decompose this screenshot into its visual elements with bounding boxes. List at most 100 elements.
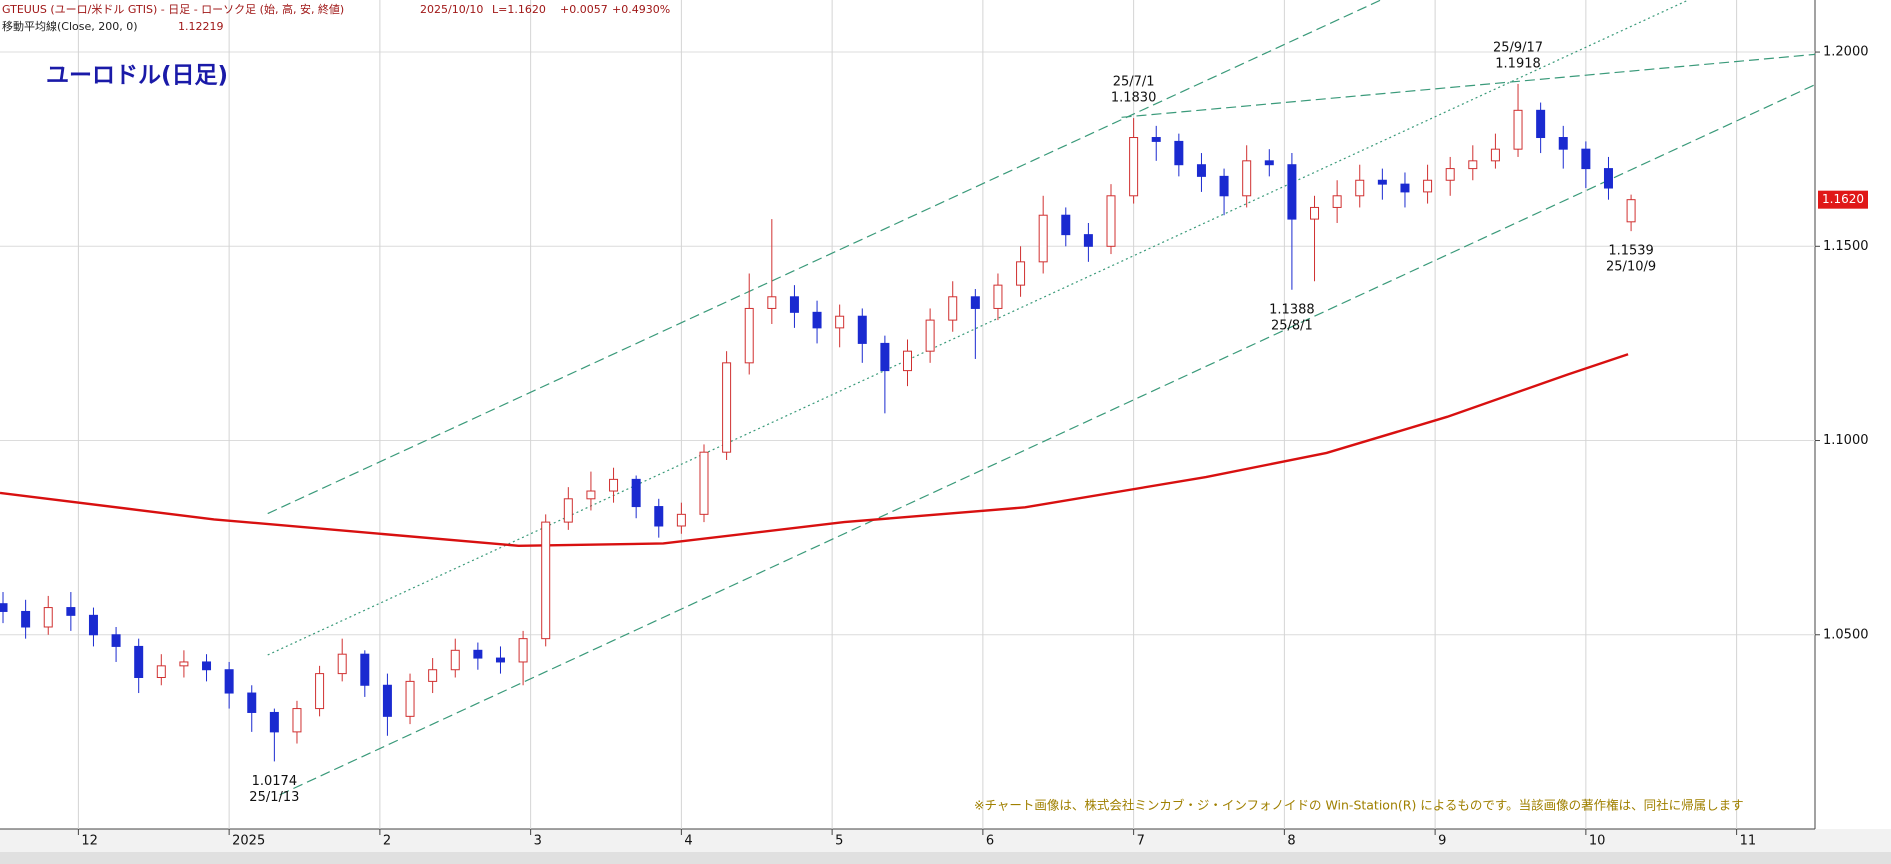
header-symbol: GTEUUS (ユーロ/米ドル GTIS) - 日足 - ローソク足 (始, 高… bbox=[2, 2, 344, 16]
x-tick-label: 9 bbox=[1438, 834, 1446, 849]
candle-body bbox=[1445, 168, 1455, 181]
candle-body bbox=[1264, 160, 1274, 166]
candle-body bbox=[1490, 148, 1500, 162]
annotation-price: 1.1388 bbox=[1269, 302, 1315, 317]
x-tick-label: 2 bbox=[383, 834, 391, 849]
candle-body bbox=[247, 692, 257, 713]
candle-body bbox=[43, 607, 53, 628]
candle-body bbox=[0, 603, 8, 612]
candle-body bbox=[699, 451, 709, 515]
candle-body bbox=[722, 362, 732, 453]
candle-body bbox=[292, 708, 302, 733]
candle-body bbox=[1332, 195, 1342, 208]
candle-body bbox=[111, 634, 121, 647]
annotation-date: 25/10/9 bbox=[1606, 260, 1656, 275]
candle-body bbox=[676, 513, 686, 527]
candle-body bbox=[450, 649, 460, 671]
candle-body bbox=[202, 661, 212, 671]
candle-body bbox=[1558, 137, 1568, 150]
y-tick-label: 1.2000 bbox=[1823, 45, 1869, 60]
candle-body bbox=[224, 669, 234, 694]
candle-body bbox=[812, 311, 822, 329]
candle-body bbox=[1603, 168, 1613, 189]
candle-body bbox=[1016, 261, 1026, 286]
annotation-price: 1.1918 bbox=[1495, 56, 1541, 71]
candle-body bbox=[428, 669, 438, 682]
candle-body bbox=[744, 307, 754, 364]
candle-body bbox=[179, 661, 189, 667]
candle-body bbox=[563, 498, 573, 523]
candle-body bbox=[631, 478, 641, 508]
candle-body bbox=[269, 711, 279, 733]
candle-body bbox=[156, 665, 166, 678]
note: ※チャート画像は、株式会社ミンカブ・ジ・インフォノイドの Win-Station… bbox=[974, 798, 1744, 813]
moving-average bbox=[0, 353, 1629, 548]
candle-body bbox=[1310, 206, 1320, 220]
candle-body bbox=[1581, 148, 1591, 170]
candle-body bbox=[767, 296, 777, 309]
ma-last: 1.12219 bbox=[178, 20, 224, 33]
x-tick-label: 3 bbox=[534, 834, 542, 849]
candle-body bbox=[21, 610, 31, 628]
candle-body bbox=[654, 506, 664, 527]
y-tick-label: 1.1500 bbox=[1823, 239, 1869, 254]
x-tick-label: 8 bbox=[1287, 834, 1295, 849]
candle-body bbox=[1468, 160, 1478, 170]
x-tick-label: 11 bbox=[1740, 834, 1757, 849]
scrollbar bbox=[0, 852, 1891, 864]
candle-body bbox=[518, 638, 528, 663]
candle-body bbox=[1400, 183, 1410, 193]
x-tick-label: 4 bbox=[684, 834, 692, 849]
annotation-price: 1.0174 bbox=[252, 774, 298, 789]
candle-body bbox=[993, 284, 1003, 309]
candle-body bbox=[1242, 160, 1252, 197]
annotation-date: 25/7/1 bbox=[1113, 75, 1155, 90]
candle-body bbox=[1287, 164, 1297, 220]
candle-body bbox=[857, 315, 867, 344]
trendline bbox=[279, 84, 1816, 796]
annotation-price: 1.1539 bbox=[1608, 244, 1654, 259]
y-tick-label: 1.1000 bbox=[1823, 433, 1869, 448]
candle-body bbox=[835, 315, 845, 329]
trendline bbox=[1121, 53, 1816, 118]
annotation-date: 25/1/13 bbox=[249, 790, 299, 805]
candle-body bbox=[1151, 137, 1161, 142]
candle-body bbox=[405, 680, 415, 717]
x-tick-label: 12 bbox=[81, 834, 98, 849]
x-tick-label: 2025 bbox=[232, 834, 265, 849]
plot bbox=[0, 0, 1816, 829]
header: GTEUUS (ユーロ/米ドル GTIS) - 日足 - ローソク足 (始, 高… bbox=[2, 2, 670, 33]
candle-body bbox=[382, 684, 392, 717]
candle-body bbox=[609, 478, 619, 492]
candle-body bbox=[134, 645, 144, 678]
candle-body bbox=[1513, 109, 1523, 150]
candle-body bbox=[1626, 199, 1636, 223]
candle-body bbox=[970, 296, 980, 309]
candle-body bbox=[586, 490, 596, 500]
candle-body bbox=[1196, 164, 1206, 177]
candle-body bbox=[495, 657, 505, 663]
ma-label: 移動平均線(Close, 200, 0) bbox=[2, 19, 138, 33]
candle-body bbox=[66, 607, 76, 616]
candle-body bbox=[1423, 179, 1433, 193]
candle-body bbox=[88, 614, 98, 636]
header-change: +0.0057 bbox=[560, 3, 608, 16]
header-last: L=1.1620 bbox=[492, 3, 546, 16]
candle-body bbox=[315, 673, 325, 710]
x-tick-label: 5 bbox=[835, 834, 843, 849]
candle-body bbox=[360, 653, 370, 686]
header-date: 2025/10/10 bbox=[420, 3, 483, 16]
x-tick-label: 7 bbox=[1137, 834, 1145, 849]
candle-body bbox=[1219, 175, 1229, 197]
candle-body bbox=[925, 319, 935, 352]
last-price-label: 1.1620 bbox=[1822, 192, 1864, 206]
candle-body bbox=[880, 342, 890, 372]
annotation-price: 1.1830 bbox=[1111, 91, 1157, 106]
candle-body bbox=[903, 350, 912, 372]
candle-body bbox=[337, 653, 347, 675]
x-tick-label: 10 bbox=[1589, 834, 1606, 849]
candle-body bbox=[1536, 109, 1546, 139]
last-price-tag bbox=[1818, 190, 1868, 209]
